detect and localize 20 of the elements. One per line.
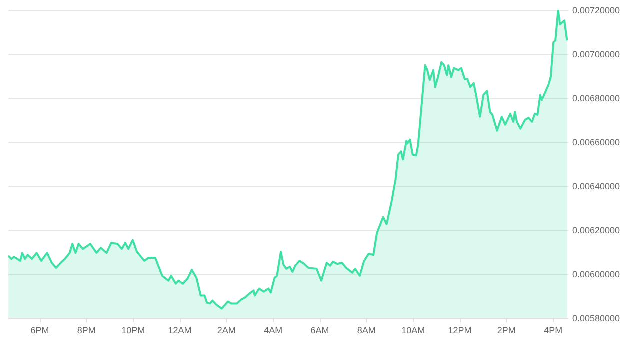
x-tick-label: 2AM (217, 326, 236, 336)
x-tick-label: 8PM (77, 326, 96, 336)
y-tick-label: 0.00700000 (572, 50, 620, 60)
y-tick-label: 0.00680000 (572, 94, 620, 104)
x-tick-label: 4AM (264, 326, 283, 336)
x-tick-label: 6PM (30, 326, 50, 336)
x-tick-label: 8AM (357, 326, 376, 336)
x-tick-label: 2PM (497, 326, 516, 336)
y-tick-label: 0.00660000 (572, 138, 620, 148)
y-tick-label: 0.00640000 (572, 182, 620, 192)
y-tick-label: 0.00720000 (572, 6, 620, 16)
y-tick-label: 0.00600000 (572, 270, 620, 280)
y-tick-label: 0.00620000 (572, 226, 620, 236)
y-tick-label: 0.00580000 (572, 314, 620, 324)
x-tick-label: 4PM (544, 326, 563, 336)
x-tick-label: 12AM (168, 326, 192, 336)
x-tick-label: 12PM (448, 326, 472, 336)
x-tick-label: 10PM (122, 326, 146, 336)
x-tick-label: 6AM (310, 326, 330, 336)
x-tick-label: 10AM (402, 326, 426, 336)
